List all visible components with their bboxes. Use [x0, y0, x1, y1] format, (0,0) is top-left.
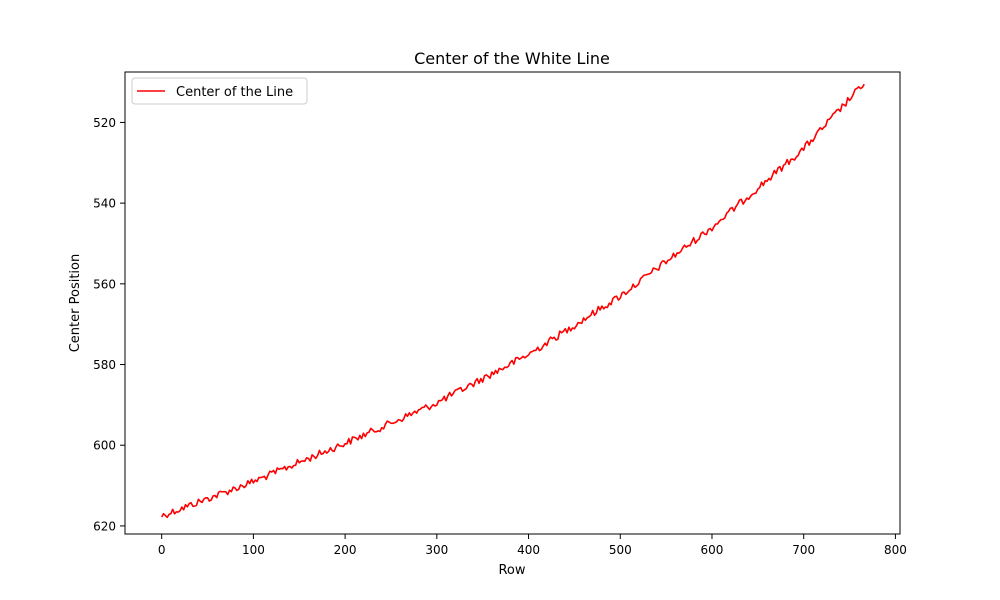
y-tick-label: 580 — [93, 358, 116, 372]
y-tick-label: 600 — [93, 439, 116, 453]
x-axis: 0 100 200 300 400 500 600 700 800 — [158, 534, 907, 557]
legend-label: Center of the Line — [176, 85, 293, 100]
x-tick-label: 700 — [792, 543, 815, 557]
x-tick-label: 0 — [158, 543, 166, 557]
y-axis-label: Center Position — [68, 254, 83, 353]
y-axis: 520 540 560 580 600 620 — [93, 116, 125, 533]
y-tick-label: 560 — [93, 277, 116, 291]
x-axis-label: Row — [498, 563, 525, 578]
x-tick-label: 300 — [425, 543, 448, 557]
plot-frame — [124, 71, 901, 535]
y-tick-label: 620 — [93, 519, 116, 533]
chart-title: Center of the White Line — [414, 49, 610, 68]
x-tick-label: 800 — [884, 543, 907, 557]
x-tick-label: 500 — [609, 543, 632, 557]
plot-area — [124, 71, 901, 535]
y-tick-label: 540 — [93, 197, 116, 211]
x-tick-label: 100 — [242, 543, 265, 557]
x-tick-label: 400 — [517, 543, 540, 557]
x-tick-label: 200 — [334, 543, 357, 557]
x-tick-label: 600 — [701, 543, 724, 557]
y-tick-label: 520 — [93, 116, 116, 130]
legend: Center of the Line — [131, 77, 308, 105]
series-line-center-of-the-line — [160, 83, 865, 519]
legend-box — [131, 77, 308, 105]
